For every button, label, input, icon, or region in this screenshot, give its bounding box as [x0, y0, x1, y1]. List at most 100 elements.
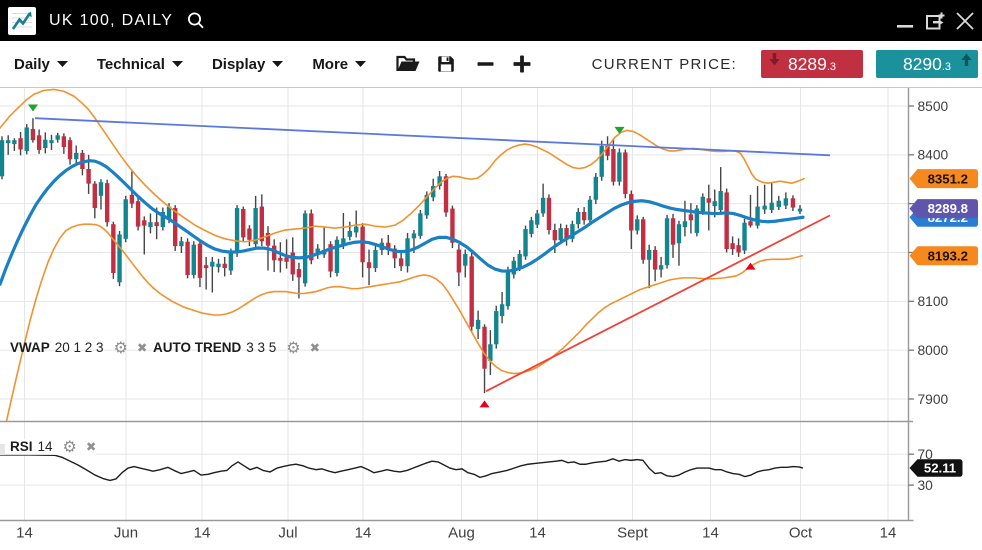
candlestick: [142, 216, 147, 255]
candle-body: [296, 269, 302, 278]
auto-trend-remove-icon[interactable]: ✖: [309, 340, 321, 355]
candlestick: [203, 256, 209, 290]
sell-signal-icon: [614, 126, 625, 134]
candle-body: [762, 205, 767, 210]
price-axis[interactable]: 8500 8400 8100 8000 7900 70 30: [908, 99, 949, 493]
candle-body: [546, 197, 552, 231]
rsi-pane[interactable]: [0, 454, 804, 482]
candlestick: [111, 221, 116, 279]
candlestick: [92, 181, 97, 219]
candlestick: [347, 221, 352, 241]
popout-button[interactable]: [924, 10, 946, 32]
time-axis[interactable]: 14 Jun 14 Jul 14 Aug 14 Sept 14 Oct 14: [16, 525, 896, 542]
candlestick-series: [0, 118, 803, 394]
candlestick: [742, 218, 747, 254]
candle-body: [418, 213, 423, 236]
indicator-rsi: RSI 14 ⚙ ✖: [0, 439, 96, 455]
candle-body: [354, 226, 359, 233]
candle-body: [564, 228, 569, 239]
candlestick: [641, 216, 646, 264]
rsi-remove-icon[interactable]: ✖: [85, 439, 97, 454]
candle-body: [18, 138, 23, 150]
candlestick: [366, 249, 372, 286]
candlestick: [148, 213, 153, 234]
candlestick: [315, 244, 320, 259]
menu-daily[interactable]: Daily: [14, 56, 68, 73]
candlestick: [617, 148, 622, 186]
candle-body: [430, 186, 436, 198]
buy-price-button[interactable]: 8290.3: [876, 50, 978, 78]
search-icon[interactable]: [185, 10, 207, 32]
time-tick-label: 14: [529, 525, 546, 542]
candle-body: [129, 194, 135, 204]
menu-technical[interactable]: Technical: [97, 56, 183, 73]
candle-body: [748, 221, 753, 226]
chart-area: 8500 8400 8100 8000 7900 70 30 14 Jun 14 Jul 14 Aug 1…: [0, 88, 982, 550]
candlestick: [437, 170, 442, 190]
candle-body: [341, 238, 346, 245]
candle-body: [688, 214, 694, 221]
candle-body: [67, 140, 73, 160]
time-tick-label: Jun: [114, 525, 138, 542]
time-tick-label: 14: [194, 525, 211, 542]
toolbar: Daily Technical Display More: [0, 41, 982, 88]
price-down-arrow-icon: [769, 53, 780, 66]
candle-body: [469, 256, 474, 327]
candle-body: [12, 140, 17, 145]
rsi-settings-icon[interactable]: ⚙: [62, 437, 77, 456]
buy-signal-icon: [479, 400, 490, 408]
price-pane[interactable]: [0, 88, 831, 447]
minimize-button[interactable]: [894, 10, 916, 32]
candle-body: [5, 140, 11, 144]
candle-body: [259, 206, 265, 242]
sell-price-button[interactable]: 8289.3: [761, 50, 863, 78]
candle-body: [450, 208, 455, 243]
candlestick: [499, 292, 505, 324]
close-button[interactable]: [954, 10, 976, 32]
candle-body: [104, 183, 110, 223]
menu-more-label: More: [312, 55, 349, 73]
candle-body: [605, 146, 610, 156]
candlestick: [0, 136, 5, 180]
candle-body: [463, 253, 468, 266]
price-tag-8289.8-value: 8289.8: [928, 201, 968, 216]
price-up-arrow-icon: [961, 53, 972, 66]
candle-body: [278, 257, 283, 261]
window-title: UK 100, DAILY: [49, 11, 174, 29]
time-tick-label: Sept: [617, 525, 649, 542]
candle-body: [117, 234, 122, 283]
candlestick: [724, 188, 729, 253]
save-button[interactable]: [437, 55, 455, 73]
candlestick: [676, 220, 682, 266]
candle-body: [706, 198, 711, 203]
price-tag-8351.2-value: 8351.2: [928, 171, 968, 186]
vwap-settings-icon[interactable]: ⚙: [113, 338, 128, 357]
current-price-label: CURRENT PRICE:: [591, 55, 737, 73]
candle-body: [587, 199, 593, 221]
zoom-in-button[interactable]: [513, 55, 531, 73]
candle-body: [724, 192, 729, 250]
rsi-label: RSI: [10, 439, 33, 454]
menu-display[interactable]: Display: [212, 56, 284, 73]
candle-body: [540, 197, 546, 214]
candlestick: [373, 243, 378, 273]
open-folder-button[interactable]: [396, 54, 421, 74]
candlestick: [24, 124, 29, 155]
auto-trend-settings-icon[interactable]: ⚙: [286, 338, 301, 357]
chevron-down-icon: [272, 61, 284, 67]
candle-body: [185, 241, 190, 275]
candle-body: [755, 206, 760, 226]
candle-body: [646, 250, 652, 260]
vwap-remove-icon[interactable]: ✖: [136, 340, 148, 355]
zoom-out-button[interactable]: [477, 55, 494, 73]
candle-body: [599, 146, 604, 177]
candle-body: [783, 198, 789, 206]
buy-price-decimal: .3: [941, 60, 952, 73]
candlestick: [658, 256, 664, 278]
series-vwap-upper-band: [0, 88, 805, 243]
candle-body: [179, 241, 184, 247]
menu-more[interactable]: More: [312, 55, 367, 73]
candlestick: [646, 244, 652, 289]
